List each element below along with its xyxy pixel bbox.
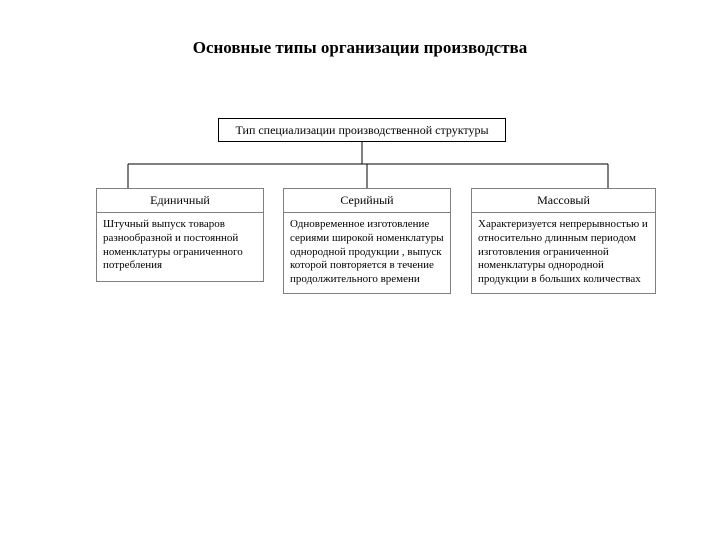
- child-node-mass: Массовый Характеризуется непрерывностью …: [471, 188, 656, 294]
- child-header: Серийный: [284, 189, 450, 213]
- child-header: Единичный: [97, 189, 263, 213]
- child-body: Штучный выпуск товаров разнообразной и п…: [97, 213, 263, 278]
- child-body: Одновременное изготовление сериями широк…: [284, 213, 450, 292]
- root-node: Тип специализации производственной струк…: [218, 118, 506, 142]
- child-body: Характеризуется непрерывностью и относит…: [472, 213, 655, 292]
- child-header: Массовый: [472, 189, 655, 213]
- diagram-title: Основные типы организации производства: [0, 38, 720, 58]
- child-node-single: Единичный Штучный выпуск товаров разнооб…: [96, 188, 264, 282]
- child-node-serial: Серийный Одновременное изготовление сери…: [283, 188, 451, 294]
- root-node-label: Тип специализации производственной струк…: [235, 123, 488, 138]
